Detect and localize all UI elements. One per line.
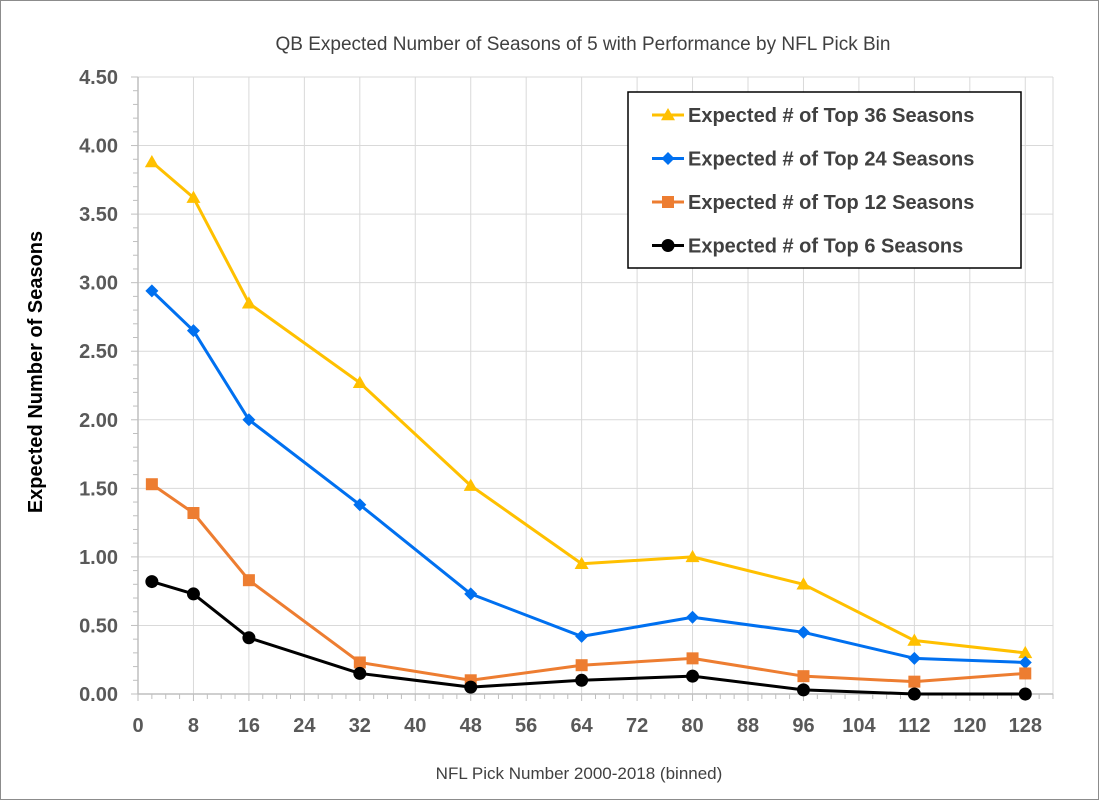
legend: Expected # of Top 36 Seasons Expected # o… <box>627 91 1022 269</box>
legend-swatch-marker <box>661 239 675 252</box>
legend-swatch-marker <box>661 108 675 121</box>
x-tick-label: 40 <box>404 715 426 737</box>
legend-item: Expected # of Top 6 Seasons <box>652 236 963 258</box>
series-2 <box>145 284 1032 669</box>
data-point <box>464 587 478 601</box>
data-point <box>574 556 589 569</box>
x-tick-label: 80 <box>681 715 703 737</box>
data-point <box>686 652 699 665</box>
data-point <box>186 324 200 338</box>
legend-label: Expected # of Top 12 Seasons <box>688 192 974 214</box>
data-point <box>1018 645 1033 659</box>
tick-labels: 0 8 16 24 32 40 48 56 64 72 80 88 96 104 112 120 128 0.00… <box>79 67 1042 737</box>
data-point <box>242 413 256 427</box>
x-tick-label: 104 <box>842 715 876 737</box>
data-point <box>685 549 700 563</box>
data-point <box>242 631 256 645</box>
y-tick-label: 4.00 <box>79 136 118 158</box>
series-4 <box>145 575 1032 701</box>
x-tick-label: 72 <box>626 715 648 737</box>
data-point <box>145 478 158 491</box>
data-point <box>145 284 159 298</box>
x-tick-label: 0 <box>132 715 143 737</box>
y-tick-label: 3.50 <box>79 204 118 226</box>
x-tick-label: 16 <box>238 715 260 737</box>
x-tick-label: 96 <box>792 715 814 737</box>
y-tick-label: 2.00 <box>79 410 118 432</box>
legend-item: Expected # of Top 12 Seasons <box>652 192 974 214</box>
legend-label: Expected # of Top 36 Seasons <box>688 105 974 127</box>
x-tick-label: 48 <box>460 715 482 737</box>
data-point <box>575 659 588 672</box>
data-point <box>797 670 810 683</box>
x-tick-label: 112 <box>898 715 930 737</box>
series-line <box>150 289 1026 664</box>
legend-label: Expected # of Top 24 Seasons <box>688 149 974 171</box>
data-point <box>575 673 589 687</box>
chart-title: QB Expected Number of Seasons of 5 with … <box>276 34 891 55</box>
data-point <box>796 625 810 639</box>
data-point <box>686 669 700 683</box>
data-point <box>908 675 921 688</box>
data-point <box>353 498 367 512</box>
data-point <box>353 666 367 680</box>
data-point <box>1019 667 1032 680</box>
x-axis-title: NFL Pick Number 2000-2018 (binned) <box>436 764 723 783</box>
data-point <box>907 633 922 646</box>
series-line <box>151 482 1026 684</box>
y-axis-title: Expected Number of Seasons <box>25 231 47 513</box>
y-tick-label: 0.00 <box>79 684 118 706</box>
legend-item: Expected # of Top 36 Seasons <box>652 105 974 127</box>
y-tick-label: 0.50 <box>79 615 118 637</box>
legend-swatch-marker <box>661 152 675 165</box>
data-point <box>1018 687 1032 701</box>
data-point <box>907 651 921 665</box>
data-point <box>352 375 367 389</box>
series-layer <box>144 155 1033 701</box>
y-tick-label: 1.50 <box>79 478 118 500</box>
data-point <box>796 683 810 697</box>
x-tick-label: 24 <box>293 715 316 737</box>
data-point <box>463 478 478 491</box>
y-tick-label: 1.00 <box>79 547 118 569</box>
data-point <box>186 587 200 601</box>
series-1 <box>144 155 1033 659</box>
data-point <box>242 574 255 587</box>
y-tick-label: 3.00 <box>79 273 118 295</box>
legend-item: Expected # of Top 24 Seasons <box>652 149 974 171</box>
data-point <box>796 577 811 590</box>
data-point <box>241 296 256 309</box>
x-tick-label: 8 <box>188 715 199 737</box>
legend-box <box>627 91 1022 269</box>
x-tick-label: 64 <box>571 715 594 737</box>
data-point <box>186 190 201 203</box>
x-tick-label: 32 <box>349 715 371 737</box>
legend-label: Expected # of Top 6 Seasons <box>688 236 963 258</box>
x-tick-label: 120 <box>953 715 986 737</box>
data-point <box>144 155 159 168</box>
x-tick-label: 56 <box>515 715 537 737</box>
data-point <box>187 507 200 520</box>
x-tick-label: 88 <box>737 715 759 737</box>
data-point <box>686 610 700 624</box>
legend-swatch-marker <box>662 196 674 208</box>
data-point <box>353 656 366 669</box>
y-tick-label: 2.50 <box>79 341 118 363</box>
series-line <box>150 160 1026 655</box>
y-tick-label: 4.50 <box>79 67 118 89</box>
series-line <box>151 580 1026 696</box>
data-point <box>464 680 478 694</box>
data-point <box>907 687 921 701</box>
data-point <box>575 629 589 643</box>
x-tick-label: 128 <box>1009 715 1042 737</box>
series-3 <box>145 478 1032 688</box>
data-point <box>145 575 159 589</box>
axis-layer <box>131 76 1054 701</box>
data-point <box>1018 655 1032 669</box>
